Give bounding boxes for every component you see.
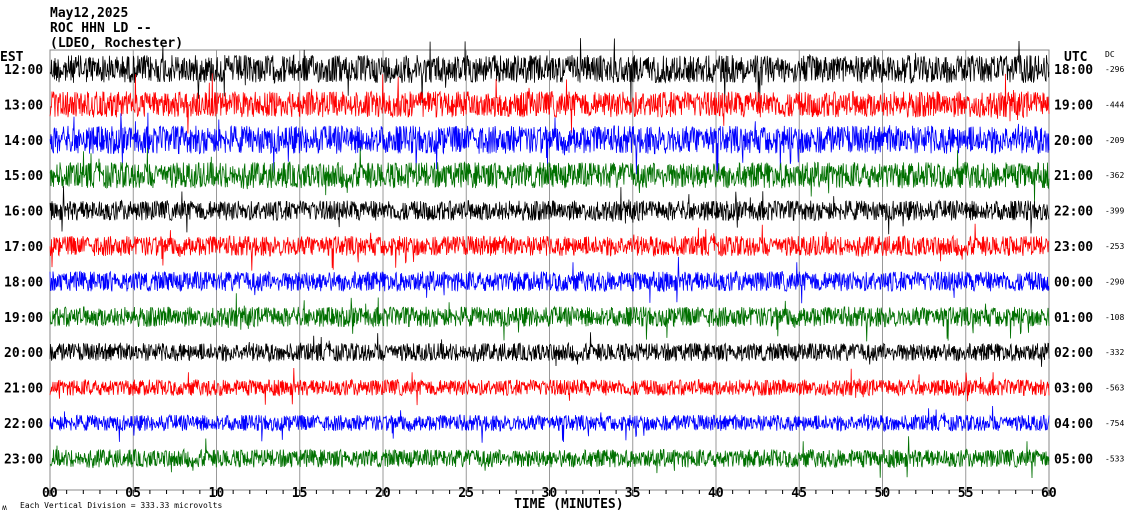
utc-hour-label: 20:00 — [1054, 134, 1093, 149]
utc-hour-label: 22:00 — [1054, 205, 1093, 220]
est-hour-label: 18:00 — [4, 275, 43, 290]
utc-hour-label: 21:00 — [1054, 169, 1093, 184]
utc-hour-label: 23:00 — [1054, 240, 1093, 255]
x-tick-label: 45 — [791, 486, 807, 501]
est-hour-label: 17:00 — [4, 240, 43, 255]
trace-1400 — [49, 112, 1050, 175]
trace-1500 — [49, 146, 1050, 204]
est-hour-label: 13:00 — [4, 98, 43, 113]
trace-1600 — [49, 186, 1050, 235]
dc-offset-value: -290 — [1105, 277, 1124, 286]
right-timezone-label: UTC — [1064, 50, 1087, 65]
x-axis-title: TIME (MINUTES) — [514, 497, 624, 512]
est-hour-label: 20:00 — [4, 346, 43, 361]
trace-1800 — [49, 256, 1050, 304]
x-tick-label: 20 — [375, 486, 391, 501]
dc-offset-value: -209 — [1105, 136, 1124, 145]
dc-header: DC — [1105, 50, 1115, 59]
x-tick-label: 55 — [958, 486, 974, 501]
est-hour-label: 19:00 — [4, 311, 43, 326]
dc-offset-value: -253 — [1105, 242, 1124, 251]
est-hour-label: 12:00 — [4, 63, 43, 78]
x-tick-label: 25 — [458, 486, 474, 501]
scale-note: Each Vertical Division = 333.33 microvol… — [20, 501, 222, 510]
dc-offset-value: -296 — [1105, 65, 1124, 74]
dc-offset-value: -533 — [1105, 454, 1124, 463]
trace-2200 — [49, 405, 1050, 443]
dc-offset-value: -399 — [1105, 207, 1124, 216]
dc-offset-value: -108 — [1105, 313, 1124, 322]
dc-offset-value: -332 — [1105, 348, 1124, 357]
x-axis: 00 05 10 15 20 25 30 35 40 45 50 55 60 — [42, 486, 1057, 501]
left-timezone-label: EST — [0, 50, 24, 65]
dc-offset-value: -563 — [1105, 384, 1124, 393]
est-hour-label: 16:00 — [4, 205, 43, 220]
trace-1900 — [49, 293, 1050, 342]
trace-1200 — [49, 38, 1050, 103]
traces — [49, 38, 1050, 479]
utc-hour-label: 18:00 — [1054, 63, 1093, 78]
date-label: May12,2025 — [50, 6, 128, 21]
x-tick-label: 60 — [1041, 486, 1057, 501]
x-tick-label: 10 — [209, 486, 225, 501]
est-hour-label: 15:00 — [4, 169, 43, 184]
trace-1700 — [49, 223, 1050, 271]
trace-2000 — [49, 332, 1050, 367]
x-tick-label: 40 — [708, 486, 724, 501]
trace-1300 — [49, 73, 1050, 134]
row-labels: 12:00 18:00 -296 13:00 19:00 -444 14:00 20:00 -2… — [4, 63, 1124, 467]
utc-hour-label: 03:00 — [1054, 382, 1093, 397]
location-label: (LDEO, Rochester) — [50, 36, 183, 51]
est-hour-label: 23:00 — [4, 452, 43, 467]
seismo-mark: ʍ — [2, 503, 7, 512]
dc-offset-value: -362 — [1105, 171, 1124, 180]
grid — [49, 49, 1050, 491]
x-tick-label: 15 — [292, 486, 308, 501]
x-tick-label: 35 — [625, 486, 641, 501]
utc-hour-label: 02:00 — [1054, 346, 1093, 361]
x-tick-label: 30 — [542, 486, 558, 501]
utc-hour-label: 04:00 — [1054, 417, 1093, 432]
x-tick-label: 00 — [42, 486, 58, 501]
est-hour-label: 14:00 — [4, 134, 43, 149]
utc-hour-label: 19:00 — [1054, 98, 1093, 113]
trace-2300 — [49, 436, 1050, 479]
x-tick-label: 05 — [125, 486, 141, 501]
est-hour-label: 22:00 — [4, 417, 43, 432]
dc-offset-value: -754 — [1105, 419, 1124, 428]
trace-2100 — [49, 367, 1050, 406]
utc-hour-label: 00:00 — [1054, 275, 1093, 290]
est-hour-label: 21:00 — [4, 382, 43, 397]
x-tick-label: 50 — [875, 486, 891, 501]
station-label: ROC HHN LD -- — [50, 21, 152, 36]
dc-offset-value: -444 — [1105, 100, 1124, 109]
utc-hour-label: 01:00 — [1054, 311, 1093, 326]
utc-hour-label: 05:00 — [1054, 452, 1093, 467]
